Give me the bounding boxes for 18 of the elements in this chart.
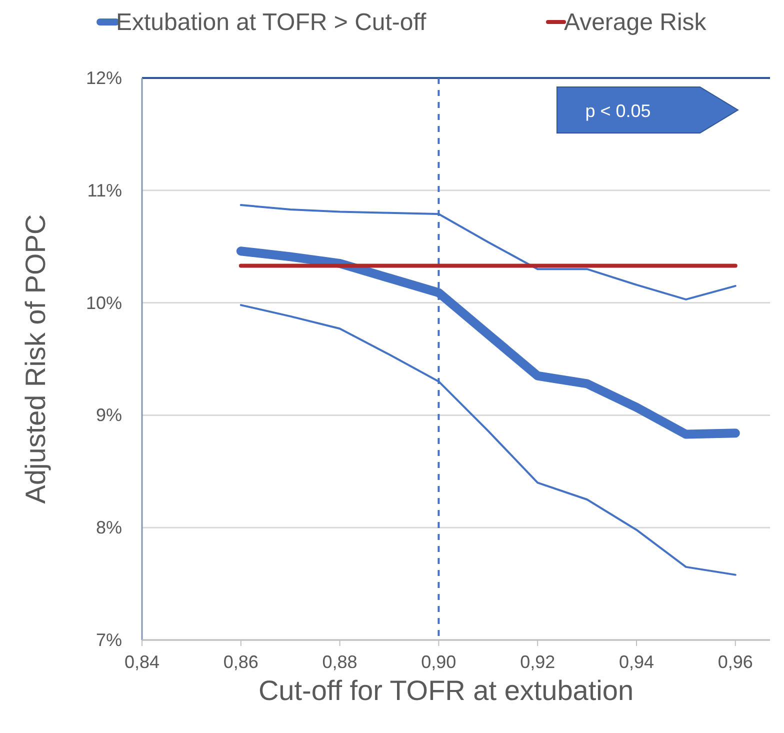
y-tick-label: 8%	[96, 518, 122, 538]
legend-label: Extubation at TOFR > Cut-off	[116, 9, 426, 36]
x-tick-label: 0,84	[124, 652, 160, 672]
y-tick-label: 9%	[96, 405, 122, 426]
x-tick-label: 0,92	[520, 652, 556, 672]
y-tick-label: 7%	[96, 630, 122, 650]
y-tick-label: 12%	[86, 68, 122, 88]
x-axis-title: Cut-off for TOFR at extubation	[258, 675, 634, 706]
y-tick-label: 11%	[87, 180, 122, 200]
x-tick-label: 0,90	[421, 652, 456, 672]
y-tick-label: 10%	[86, 292, 122, 313]
x-tick-label: 0,86	[223, 652, 258, 672]
x-tick-label: 0,94	[618, 652, 654, 672]
legend-label: Average Risk	[564, 9, 708, 36]
x-tick-label: 0,88	[322, 652, 358, 672]
y-axis-title: Adjusted Risk of POPC	[20, 214, 51, 504]
x-tick-label: 0,96	[718, 652, 753, 672]
annotation: p < 0.05	[585, 101, 651, 121]
